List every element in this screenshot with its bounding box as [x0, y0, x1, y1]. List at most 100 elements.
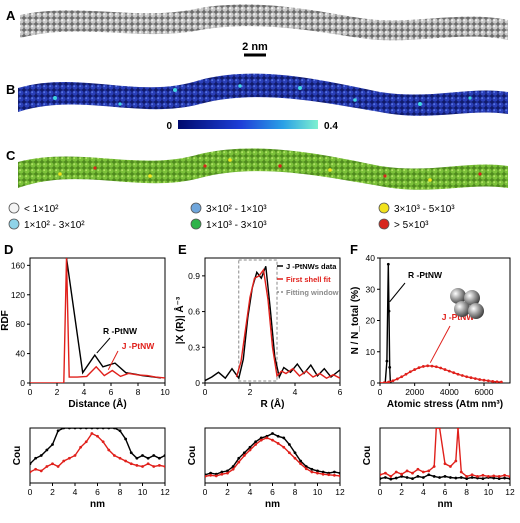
x-tick-label: 4 — [248, 487, 253, 497]
data-point — [452, 371, 456, 375]
data-point — [265, 436, 269, 440]
data-point — [459, 470, 463, 474]
data-point — [141, 454, 144, 457]
x-tick-label: 6 — [443, 487, 448, 497]
data-point — [470, 476, 474, 479]
data-point — [209, 473, 213, 477]
data-point — [157, 464, 161, 467]
y-tick-label: 30 — [366, 284, 376, 294]
data-point — [226, 471, 229, 475]
data-point — [416, 467, 420, 471]
data-point — [73, 428, 77, 430]
data-point — [118, 456, 122, 460]
data-point — [421, 470, 425, 474]
data-point — [56, 429, 60, 433]
plot-frame-e2 — [204, 427, 341, 484]
data-point — [282, 436, 286, 440]
plot-frame-d — [29, 257, 166, 384]
x-tick-label: 4000 — [440, 387, 459, 397]
data-point — [34, 456, 38, 460]
data-point — [163, 465, 165, 468]
fitting-window-box — [238, 259, 278, 382]
series-line-1 — [30, 432, 165, 473]
chart-profile-f: 0 2 4 6 8 10 12 nm Cou — [362, 427, 515, 510]
data-point — [332, 473, 336, 477]
x-tick-label: 4 — [293, 387, 298, 397]
data-point — [51, 462, 54, 466]
data-point — [413, 368, 417, 371]
data-point — [304, 467, 308, 471]
x-tick-label: 12 — [335, 487, 345, 497]
legend-item-5: > 5×10³ — [378, 218, 429, 231]
data-point — [67, 456, 71, 460]
x-tick-label: 8 — [293, 487, 298, 497]
x-tick-label: 10 — [160, 387, 170, 397]
stress-hotspots-c — [58, 158, 482, 182]
chart-atomic-stress: 0 2000 4000 6000 0 10 20 30 40 Atomic stress (Atm… — [350, 253, 511, 410]
data-point — [124, 437, 128, 441]
data-point — [56, 465, 60, 468]
data-point — [454, 459, 458, 463]
data-point — [242, 451, 246, 455]
x-tick-label: 4 — [421, 487, 426, 497]
data-point — [391, 379, 395, 383]
data-point — [287, 451, 291, 455]
data-point — [237, 460, 241, 464]
data-point — [152, 465, 156, 468]
x-tick-label: 10 — [138, 487, 148, 497]
data-point — [135, 464, 139, 467]
panel-label-c: C — [6, 148, 16, 163]
data-point — [465, 477, 469, 480]
annotation-arrow — [429, 325, 451, 363]
data-point — [30, 462, 32, 466]
data-point — [39, 469, 43, 473]
nanowire-a — [20, 4, 508, 41]
data-point — [499, 380, 503, 383]
data-point — [34, 467, 38, 471]
x-tick-label: 8 — [118, 487, 123, 497]
data-point — [469, 376, 473, 380]
data-point — [96, 434, 99, 438]
data-point — [473, 377, 477, 381]
data-point — [73, 454, 77, 457]
x-axis-label: Distance (Å) — [68, 397, 126, 410]
x-tick-label: 0 — [203, 387, 208, 397]
data-point — [503, 473, 506, 477]
data-point — [394, 476, 398, 480]
y-axis-label: RDF — [0, 310, 11, 331]
chart-rdf: 0 2 4 6 8 10 0 40 80 120 160 Distance (Å) RDF R -PtNW… — [0, 257, 170, 410]
x-tick-label: 6000 — [475, 387, 494, 397]
colorbar-min: 0 — [166, 121, 172, 132]
legend-label: Fitting window — [286, 288, 339, 297]
data-point — [432, 465, 436, 468]
data-point — [380, 473, 382, 477]
svg-text:3×10² - 1×10³: 3×10² - 1×10³ — [206, 204, 267, 215]
data-point — [79, 428, 83, 430]
data-point — [385, 359, 389, 363]
legend-label: J -PtNWs data — [286, 262, 337, 271]
data-point — [163, 454, 165, 457]
x-tick-label: 6 — [270, 487, 275, 497]
data-point — [421, 476, 425, 479]
chart-profile-e: 0 2 4 6 8 10 12 nm Cou — [187, 427, 345, 510]
data-point — [293, 456, 297, 460]
data-point — [380, 381, 382, 383]
annotation-arrow — [96, 337, 111, 354]
panel-label-f: F — [350, 242, 358, 257]
data-point — [434, 365, 438, 369]
data-point — [231, 465, 235, 468]
legend-item-3: 1×10³ - 3×10³ — [190, 218, 267, 231]
series-line-first-shell-fit — [235, 268, 340, 380]
x-tick-label: 10 — [313, 487, 323, 497]
annotation-arrow — [107, 350, 119, 370]
panel-label-b: B — [6, 82, 15, 97]
data-point — [443, 475, 447, 478]
data-point — [299, 459, 303, 463]
series-line-r-ptnw — [384, 264, 392, 383]
x-tick-label: 4 — [73, 487, 78, 497]
data-point — [237, 456, 241, 460]
data-point — [205, 475, 207, 478]
series-line-1 — [205, 437, 340, 478]
x-tick-label: 0 — [378, 487, 383, 497]
